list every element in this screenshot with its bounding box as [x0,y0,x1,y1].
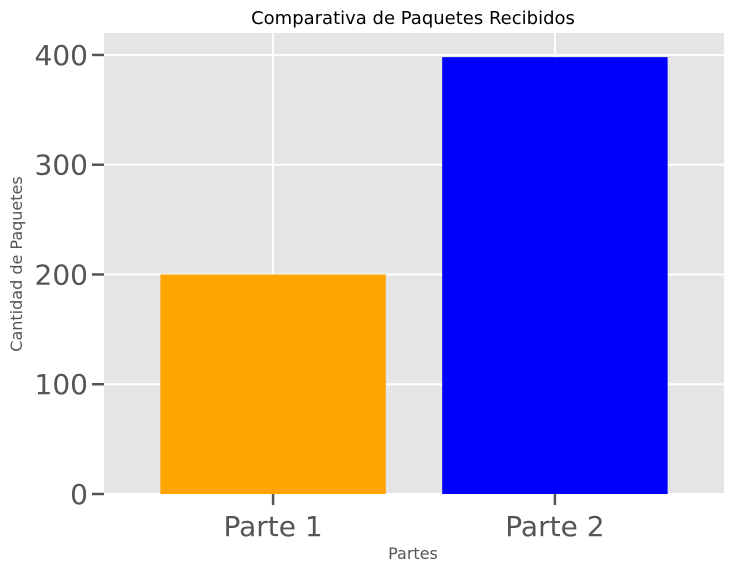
y-tick-label: 0 [70,478,88,511]
y-axis-ticks: 0 100 200 300 400 [35,39,104,511]
y-tick-label: 100 [35,368,88,401]
y-tick-label: 300 [35,149,88,182]
bars [160,57,668,495]
x-tick-label: Parte 1 [223,510,322,543]
y-axis-label: Cantidad de Paquetes [7,176,26,351]
bar-parte-2 [442,57,668,495]
bar-parte-1 [160,274,386,494]
x-tick-label: Parte 2 [505,510,604,543]
x-axis-label: Partes [388,544,438,563]
x-axis-ticks: Parte 1 Parte 2 [223,494,605,543]
y-tick-label: 200 [35,258,88,291]
chart-title: Comparativa de Paquetes Recibidos [251,8,575,29]
y-tick-label: 400 [35,39,88,72]
